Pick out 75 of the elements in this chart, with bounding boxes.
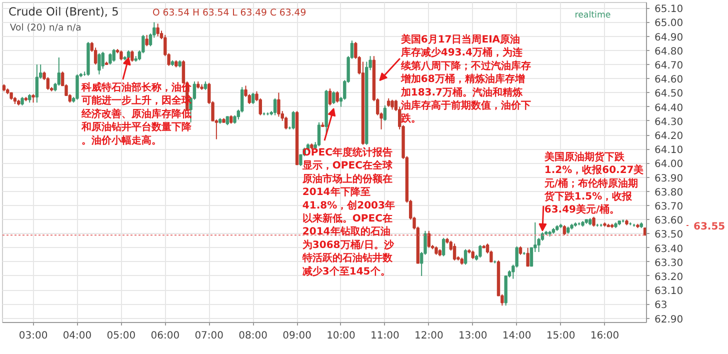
candlestick: [277, 92, 280, 118]
y-tick-label: 64.70: [654, 60, 684, 72]
y-tick-label: 64.90: [654, 32, 684, 44]
y-tick-label: 65.10: [654, 4, 684, 16]
annotation: 美国6月17日当周EIA原油库存减少493.4万桶，为连续第八周下降；不过汽油库存增加68万桶，精炼油库存增加183.7万桶。汽油和精炼油库存高于前期数值，油价下跌。: [400, 34, 531, 125]
candlestick: [478, 244, 482, 258]
candlestick: [292, 110, 295, 130]
y-tick-label: 63.30: [654, 258, 684, 269]
candlestick: [248, 94, 252, 104]
text: O 63.54 H 63.54 L 63.49 C 63.49: [152, 8, 306, 18]
candlestick: [76, 74, 79, 100]
x-tick-label: 14:00: [502, 330, 532, 342]
candlestick: [452, 243, 456, 261]
y-tick-label: 63.80: [654, 187, 684, 198]
text: 63.55: [694, 222, 726, 232]
y-tick-label: 64.10: [654, 145, 684, 156]
candlestick: [156, 23, 160, 37]
x-tick-label: 11:00: [370, 330, 400, 342]
y-tick-label: 62.90: [654, 314, 684, 326]
y-tick-label: 64.50: [654, 88, 684, 100]
candlestick: [251, 92, 255, 104]
candlestick: [101, 51, 104, 70]
y-tick-label: 63.70: [654, 201, 684, 212]
candlestick: [98, 52, 101, 75]
x-tick-label: 06:00: [150, 330, 180, 342]
y-tick-label: 63.20: [654, 272, 684, 283]
y-tick-label: 63.60: [654, 216, 684, 227]
candlestick: [182, 60, 186, 84]
candlestick: [273, 98, 277, 116]
y-tick-label: 64.00: [654, 159, 684, 170]
candlestick: [464, 248, 468, 266]
candlestick: [258, 98, 262, 116]
y-tick-label: 63.90: [654, 173, 684, 184]
y-tick-label: 65.00: [654, 18, 684, 30]
y-tick-label: 64.30: [654, 116, 684, 128]
y-tick-label: 63: [654, 300, 668, 312]
candlestick: [120, 50, 123, 61]
candlestick: [112, 48, 116, 62]
y-tick-label: 64.80: [654, 46, 684, 58]
x-tick-label: 15:00: [546, 330, 576, 342]
x-tick-label: 16:00: [590, 330, 620, 342]
annotation: realtime: [574, 10, 611, 20]
x-tick-label: 13:00: [458, 330, 488, 342]
candlestick: [145, 34, 148, 47]
candlestick: [35, 64, 39, 104]
y-tick-label: 64.60: [654, 74, 684, 86]
candlestick: [562, 224, 566, 236]
y-tick-label: 63.10: [654, 286, 684, 298]
x-tick-label: 03:00: [18, 330, 48, 342]
candlestick: [130, 50, 134, 62]
x-tick-label: 10:00: [326, 330, 356, 342]
candlestick: [336, 90, 339, 104]
x-tick-label: 04:00: [62, 330, 92, 342]
candlestick: [390, 99, 394, 110]
x-tick-label: 07:00: [194, 330, 224, 342]
x-tick-label: 12:00: [414, 330, 444, 342]
y-tick-label: 64.20: [654, 131, 684, 142]
x-tick-label: 09:00: [282, 330, 312, 342]
chart-title: Crude Oil (Brent), 5: [8, 4, 119, 18]
annotation: 美国原油期货下跌1.2%，收报60.27美元/桶；布伦特原油期货下跌1.5%，收报63.49美元/桶。: [543, 150, 644, 216]
candlestick: [592, 216, 596, 228]
y-tick-label: 63.50: [654, 230, 684, 241]
y-tick-label: 64.40: [654, 102, 684, 114]
candlestick: [383, 104, 387, 122]
candlestick: [317, 122, 321, 147]
candlestick: [526, 247, 530, 267]
candlestick: [442, 237, 446, 257]
annotation: Vol (20) n/a n/a: [10, 22, 82, 34]
candlestick: [332, 90, 336, 104]
candlestick: [427, 230, 431, 248]
x-tick-label: 05:00: [106, 330, 136, 342]
candlestick: [328, 88, 332, 106]
y-tick-label: 63.40: [654, 244, 684, 255]
candlestick: [108, 52, 112, 66]
x-tick-label: 08:00: [238, 330, 268, 342]
